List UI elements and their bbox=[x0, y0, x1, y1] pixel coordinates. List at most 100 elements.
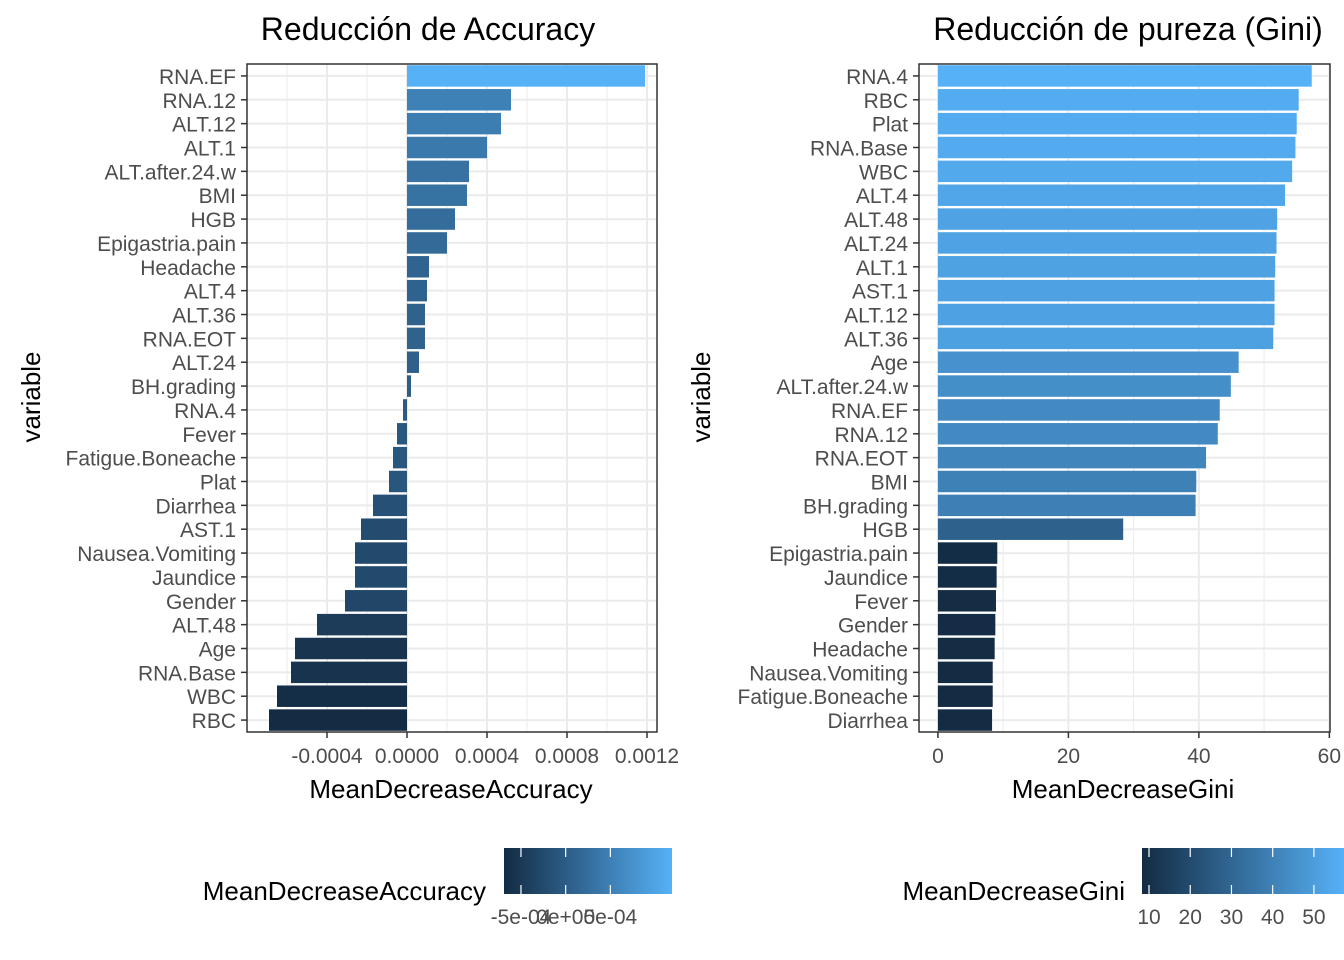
y-tick-label: RNA.Base bbox=[138, 662, 236, 685]
y-tick-label: Diarrhea bbox=[155, 495, 236, 518]
x-tick-label: 0.0008 bbox=[535, 745, 599, 768]
y-tick-label: Headache bbox=[140, 257, 236, 280]
y-tick-label: HGB bbox=[190, 209, 236, 232]
y-tick-label: ALT.4 bbox=[184, 281, 236, 304]
bar-AST.1 bbox=[361, 518, 407, 540]
bar-BH.grading bbox=[407, 375, 411, 397]
x-tick-label: 60 bbox=[1318, 745, 1341, 768]
x-tick-label: -0.0004 bbox=[291, 745, 363, 768]
x-tick-label: 40 bbox=[1187, 745, 1210, 768]
legend-tick-label: 10 bbox=[1137, 906, 1160, 929]
y-tick-label: ALT.24 bbox=[172, 352, 236, 375]
bar-Headache bbox=[407, 256, 429, 278]
bar-BMI bbox=[407, 184, 467, 206]
y-tick-label: Diarrhea bbox=[827, 710, 908, 733]
bar-Fever bbox=[937, 590, 996, 612]
gini-chart-title: Reducción de pureza (Gini) bbox=[933, 11, 1323, 47]
bar-RBC bbox=[937, 89, 1299, 111]
bar-WBC bbox=[277, 685, 407, 707]
bar-Gender bbox=[345, 590, 407, 612]
bar-ALT.4 bbox=[937, 184, 1285, 206]
bar-Plat bbox=[389, 470, 407, 493]
legend-colorbar bbox=[504, 848, 672, 894]
y-tick-label: Headache bbox=[812, 639, 908, 662]
y-tick-label: ALT.after.24.w bbox=[776, 376, 908, 399]
y-tick-label: Nausea.Vomiting bbox=[749, 662, 908, 685]
gini-plot-area: RNA.4RBCPlatRNA.BaseWBCALT.4ALT.48ALT.24… bbox=[738, 63, 1341, 768]
legend-tick-label: -5e-04 bbox=[491, 906, 552, 929]
bar-ALT.24 bbox=[407, 351, 419, 373]
bar-Headache bbox=[937, 637, 995, 660]
bar-HGB bbox=[407, 208, 455, 230]
accuracy-panel: Reducción de Accuracy variable RNA.EFRNA… bbox=[16, 11, 679, 929]
gini-panel: Reducción de pureza (Gini) variable RNA.… bbox=[686, 11, 1344, 929]
bar-AST.1 bbox=[937, 279, 1275, 302]
y-tick-label: ALT.36 bbox=[172, 305, 236, 328]
y-tick-label: RNA.12 bbox=[834, 424, 908, 447]
bar-RNA.EF bbox=[407, 65, 645, 87]
gini-legend-title: MeanDecreaseGini bbox=[902, 876, 1125, 906]
bar-ALT.after.24.w bbox=[407, 160, 469, 183]
y-tick-label: Gender bbox=[166, 591, 236, 614]
x-tick-label: 20 bbox=[1057, 745, 1080, 768]
bar-BH.grading bbox=[937, 494, 1196, 517]
bar-Epigastria.pain bbox=[407, 232, 447, 254]
y-tick-label: Nausea.Vomiting bbox=[77, 543, 236, 566]
y-tick-label: Jaundice bbox=[152, 567, 236, 590]
bar-BMI bbox=[937, 470, 1197, 493]
y-tick-label: RBC bbox=[192, 710, 236, 733]
y-tick-label: ALT.1 bbox=[856, 257, 908, 280]
bar-RNA.EF bbox=[937, 399, 1220, 421]
y-tick-label: AST.1 bbox=[852, 281, 908, 304]
y-tick-label: RNA.4 bbox=[174, 400, 236, 423]
y-tick-label: BMI bbox=[199, 185, 236, 208]
bar-Diarrhea bbox=[373, 494, 407, 517]
gini-y-axis-label: variable bbox=[686, 351, 716, 442]
bar-ALT.1 bbox=[937, 256, 1276, 278]
bar-RNA.EOT bbox=[407, 327, 425, 350]
y-tick-label: ALT.36 bbox=[844, 328, 908, 351]
bar-Plat bbox=[937, 112, 1297, 135]
bar-Gender bbox=[937, 613, 996, 636]
bar-Epigastria.pain bbox=[937, 542, 998, 564]
y-tick-label: RNA.EF bbox=[831, 400, 908, 423]
bar-ALT.36 bbox=[407, 303, 425, 326]
accuracy-x-axis-label: MeanDecreaseAccuracy bbox=[309, 774, 592, 804]
y-tick-label: ALT.after.24.w bbox=[104, 161, 236, 184]
y-tick-label: BH.grading bbox=[803, 495, 908, 518]
bar-Fatigue.Boneache bbox=[937, 685, 993, 707]
plot-border bbox=[918, 63, 1331, 733]
y-tick-label: Fever bbox=[854, 591, 908, 614]
y-tick-label: ALT.12 bbox=[172, 114, 236, 137]
bar-ALT.after.24.w bbox=[937, 375, 1231, 397]
y-tick-label: Fever bbox=[182, 424, 236, 447]
y-tick-label: Plat bbox=[200, 472, 236, 495]
bar-Jaundice bbox=[355, 566, 407, 588]
gini-color-legend: MeanDecreaseGini 10 20 30 40 50 bbox=[902, 848, 1344, 929]
gini-x-axis-label: MeanDecreaseGini bbox=[1012, 774, 1235, 804]
bar-RNA.12 bbox=[937, 423, 1218, 445]
y-tick-label: RBC bbox=[864, 90, 908, 113]
y-tick-label: Fatigue.Boneache bbox=[66, 448, 236, 471]
bar-ALT.12 bbox=[407, 112, 501, 135]
y-tick-label: WBC bbox=[859, 161, 908, 184]
y-tick-label: HGB bbox=[862, 519, 908, 542]
y-tick-label: Epigastria.pain bbox=[769, 543, 908, 566]
bar-RNA.Base bbox=[937, 136, 1296, 159]
legend-tick-label: 20 bbox=[1179, 906, 1202, 929]
bar-RNA.4 bbox=[403, 399, 407, 421]
y-tick-label: Jaundice bbox=[824, 567, 908, 590]
y-tick-label: ALT.24 bbox=[844, 233, 908, 256]
y-tick-label: RNA.Base bbox=[810, 138, 908, 161]
y-tick-label: RNA.12 bbox=[162, 90, 236, 113]
bar-Nausea.Vomiting bbox=[937, 661, 993, 684]
legend-tick-label: 5e-04 bbox=[583, 906, 637, 929]
legend-colorbar bbox=[1142, 848, 1344, 894]
y-tick-label: Plat bbox=[872, 114, 908, 137]
y-tick-label: RNA.4 bbox=[846, 66, 908, 89]
y-tick-label: Epigastria.pain bbox=[97, 233, 236, 256]
bar-Age bbox=[937, 351, 1239, 373]
y-tick-label: RNA.EF bbox=[159, 66, 236, 89]
